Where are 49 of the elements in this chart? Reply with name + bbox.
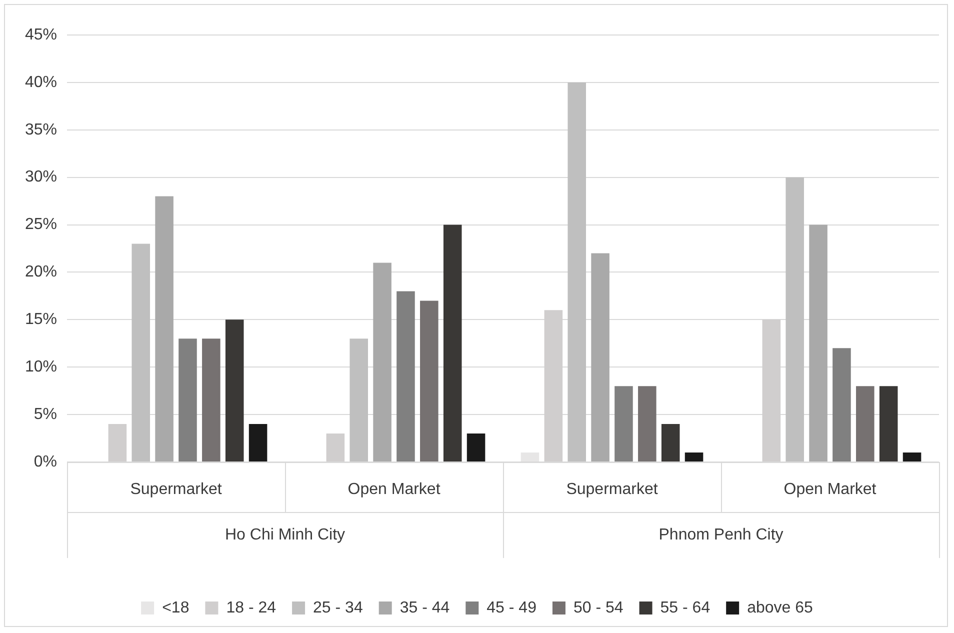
- bar: [202, 338, 220, 462]
- bar: [520, 452, 540, 462]
- bar: [155, 196, 174, 462]
- x-tick-label: Open Market: [784, 481, 877, 498]
- legend-label: <18: [162, 599, 190, 616]
- y-tick-label: 25%: [24, 216, 58, 234]
- bar: [396, 291, 415, 462]
- bar: [879, 386, 898, 462]
- bar: [832, 348, 851, 462]
- legend-label: 18 - 24: [226, 599, 276, 616]
- y-tick-label: 15%: [24, 311, 58, 328]
- y-tick-label: 35%: [24, 121, 58, 138]
- bar: [373, 262, 392, 462]
- legend-label: 35 - 44: [400, 599, 450, 616]
- text: Phnom Penh City: [658, 526, 784, 544]
- bar: [661, 424, 680, 462]
- bar: [809, 224, 828, 462]
- x-tick-label: Open Market: [348, 481, 441, 498]
- y-tick-label: 45%: [24, 26, 58, 44]
- y-tick-label: 30%: [24, 168, 58, 186]
- bar: [248, 424, 268, 462]
- bar: [786, 177, 804, 462]
- legend-label: 55 - 64: [660, 599, 710, 616]
- y-tick-label: 0%: [34, 453, 58, 470]
- bar: [856, 386, 874, 462]
- bar: [350, 338, 368, 462]
- y-tick-label: 20%: [24, 264, 58, 281]
- bar: [591, 253, 610, 462]
- x-tick-label: Supermarket: [566, 481, 658, 498]
- x-tick-label: Supermarket: [130, 481, 222, 498]
- bar: [443, 224, 462, 462]
- bar: [178, 338, 197, 462]
- legend-label: 50 - 54: [573, 599, 624, 616]
- text: Ho Chi Minh City: [225, 526, 346, 544]
- y-tick-label: 5%: [34, 406, 58, 423]
- bar: [614, 386, 633, 462]
- y-tick-label: 40%: [24, 74, 58, 91]
- y-tick-label: 10%: [24, 358, 58, 376]
- bar: [466, 434, 486, 462]
- bar: [420, 300, 438, 462]
- bar: [568, 82, 586, 462]
- bar: [225, 320, 244, 462]
- bar: [684, 452, 704, 462]
- bar: [902, 452, 922, 462]
- legend-label: 45 - 49: [486, 599, 537, 616]
- legend-label: 25 - 34: [313, 599, 363, 616]
- legend-label: above 65: [747, 599, 814, 616]
- bar: [132, 244, 150, 462]
- bar: [638, 386, 656, 462]
